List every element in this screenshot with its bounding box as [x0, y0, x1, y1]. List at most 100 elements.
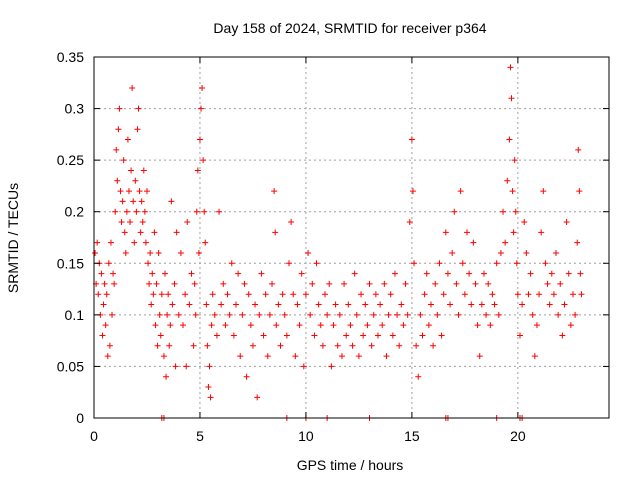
data-point — [512, 208, 519, 215]
data-point — [487, 322, 494, 329]
data-point — [204, 342, 211, 349]
data-point — [139, 219, 146, 226]
data-point — [102, 322, 109, 329]
data-point — [112, 208, 119, 215]
data-point — [411, 260, 418, 267]
data-point — [567, 322, 574, 329]
data-point — [427, 301, 434, 308]
data-point — [311, 332, 318, 339]
data-point — [366, 280, 373, 287]
x-axis-label: GPS time / hours — [297, 457, 404, 473]
data-point — [104, 353, 111, 360]
data-point — [529, 311, 536, 318]
data-point — [578, 291, 585, 298]
data-point — [525, 291, 532, 298]
data-point — [548, 270, 555, 277]
data-point — [538, 229, 545, 236]
y-axis-label: SRMTID / TECUs — [5, 183, 21, 293]
y-tick-label: 0.2 — [65, 204, 85, 220]
data-point — [129, 84, 136, 91]
data-point — [125, 188, 132, 195]
data-point — [272, 229, 279, 236]
data-point — [409, 188, 416, 195]
data-point — [169, 301, 176, 308]
chart-title: Day 158 of 2024, SRMTID for receiver p36… — [213, 20, 486, 36]
data-point — [536, 291, 543, 298]
data-point — [432, 280, 439, 287]
data-point — [193, 208, 200, 215]
data-point — [533, 322, 540, 329]
data-point — [205, 384, 212, 391]
data-point — [296, 322, 303, 329]
data-point — [550, 291, 557, 298]
data-point — [213, 332, 220, 339]
data-point — [347, 322, 354, 329]
data-point — [338, 353, 345, 360]
data-point — [468, 301, 475, 308]
data-point — [247, 322, 254, 329]
data-point — [154, 342, 161, 349]
data-point — [266, 311, 273, 318]
data-point — [332, 301, 339, 308]
data-point — [404, 311, 411, 318]
data-point — [383, 353, 390, 360]
data-point — [540, 188, 547, 195]
data-point — [239, 311, 246, 318]
data-point — [122, 249, 129, 256]
data-point — [152, 322, 159, 329]
data-point — [158, 291, 165, 298]
data-point — [118, 219, 125, 226]
data-point — [150, 291, 157, 298]
data-point — [285, 260, 292, 267]
data-point — [313, 260, 320, 267]
data-point — [305, 249, 312, 256]
plot-frame — [93, 56, 610, 419]
data-point — [506, 136, 513, 143]
data-point — [222, 322, 229, 329]
data-point — [230, 332, 237, 339]
data-point — [138, 198, 145, 205]
data-point — [349, 342, 356, 349]
data-point — [226, 311, 233, 318]
data-point — [464, 229, 471, 236]
x-tick-labels: 0 5 10 15 20 — [90, 428, 526, 444]
data-point — [279, 291, 286, 298]
data-point — [415, 373, 422, 380]
x-tick-label: 10 — [298, 428, 314, 444]
data-point — [195, 249, 202, 256]
data-point — [258, 270, 265, 277]
data-point — [453, 280, 460, 287]
y-tick-label: 0.35 — [57, 49, 84, 65]
data-point — [442, 229, 449, 236]
data-point — [322, 291, 329, 298]
data-point — [262, 291, 269, 298]
data-point — [478, 301, 485, 308]
data-point — [489, 291, 496, 298]
data-point — [168, 198, 175, 205]
data-point — [99, 332, 106, 339]
y-tick-label: 0.15 — [57, 255, 84, 271]
data-point — [101, 280, 108, 287]
data-point — [151, 229, 158, 236]
data-point — [472, 280, 479, 287]
data-point — [461, 291, 468, 298]
data-point — [117, 188, 124, 195]
data-point — [171, 280, 178, 287]
data-point — [572, 311, 579, 318]
data-point — [330, 322, 337, 329]
data-point — [167, 322, 174, 329]
data-point — [425, 322, 432, 329]
data-point — [218, 301, 225, 308]
data-point — [264, 353, 271, 360]
data-point — [166, 342, 173, 349]
data-point — [115, 126, 122, 133]
data-point — [553, 249, 560, 256]
x-tick-label: 15 — [404, 428, 420, 444]
data-point — [575, 146, 582, 153]
data-point — [561, 301, 568, 308]
data-point — [202, 239, 209, 246]
y-tick-labels: 0 0.05 0.1 0.15 0.2 0.25 0.3 0.35 — [57, 49, 84, 426]
data-point — [182, 291, 189, 298]
data-point — [107, 239, 114, 246]
data-point — [315, 301, 322, 308]
